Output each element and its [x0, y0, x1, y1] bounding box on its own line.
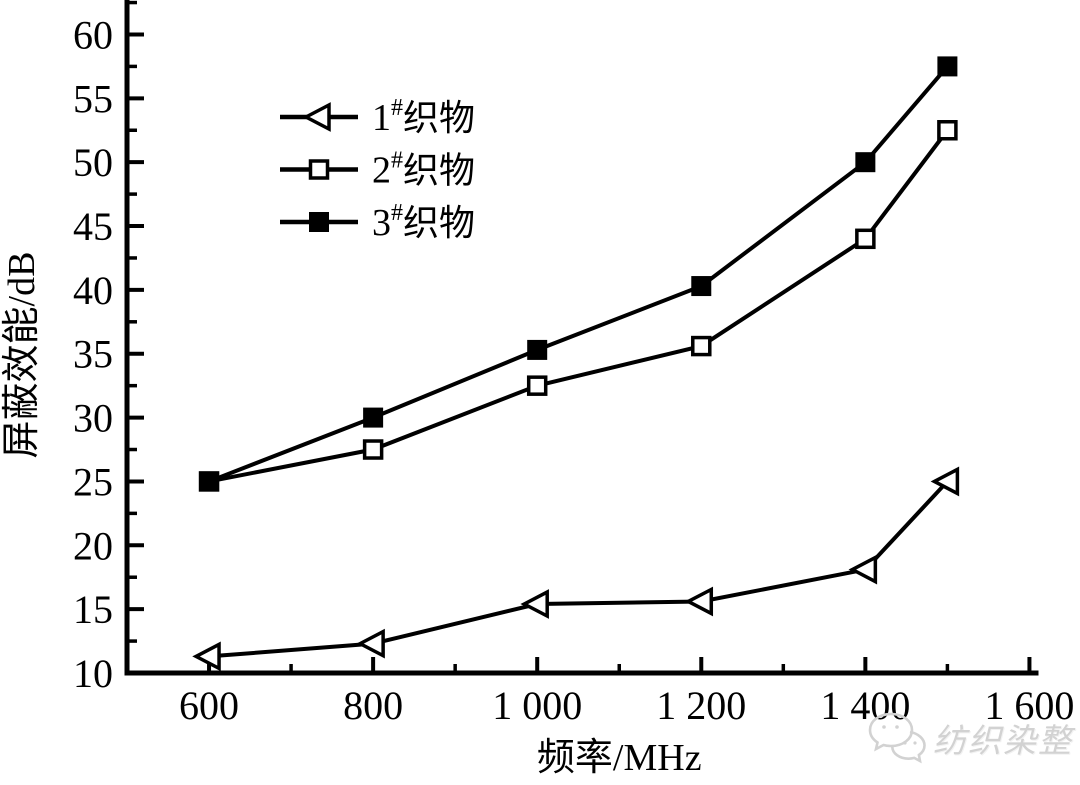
- y-tick-label-60: 60: [73, 12, 113, 57]
- legend-marker-3: [309, 212, 329, 232]
- series-3-point-800: [363, 407, 384, 428]
- legend-label-3: 3#织物: [372, 200, 475, 244]
- axes: [124, 0, 1039, 676]
- series-1-point-1000: [520, 589, 549, 619]
- series-3-point-600: [199, 471, 220, 492]
- y-tick-label-30: 30: [73, 396, 113, 441]
- series-1-point-600: [192, 641, 221, 672]
- series-3-point-1400: [855, 152, 876, 173]
- series-1-point-1200: [684, 586, 714, 617]
- y-tick-label-15: 15: [73, 587, 113, 632]
- y-axis-title: 屏蔽效能/dB: [1, 252, 43, 459]
- series-2-point-800: [362, 439, 384, 460]
- series-3-point-1200: [691, 276, 712, 297]
- series-2-point-1200: [691, 335, 712, 357]
- series-3-line: [208, 65, 949, 484]
- y-tick-label-20: 20: [73, 523, 113, 568]
- y-tick-label-25: 25: [73, 459, 113, 504]
- x-tick-label-600: 600: [179, 683, 239, 728]
- legend-label-1: 1#织物: [372, 95, 475, 139]
- series-2-point-1000: [526, 375, 548, 396]
- x-tick-label-800: 800: [343, 683, 403, 728]
- y-tick-label-50: 50: [73, 140, 113, 185]
- x-tick-label-1600: 1 600: [984, 683, 1074, 728]
- series-2-point-1400: [855, 228, 876, 250]
- series-3-point-1000: [527, 339, 548, 360]
- series-3-point-1500: [937, 56, 958, 77]
- x-axis-title: 频率/MHz: [537, 737, 702, 779]
- x-tick-label-1000: 1 000: [492, 683, 582, 728]
- series-1-point-800: [356, 628, 385, 659]
- y-tick-label-40: 40: [73, 268, 113, 313]
- series-2-point-1500: [937, 120, 958, 141]
- y-tick-label-45: 45: [73, 204, 113, 249]
- y-tick-label-55: 55: [73, 76, 113, 121]
- x-tick-label-1200: 1 200: [656, 683, 746, 728]
- series-1-point-1500: [930, 466, 960, 497]
- legend-marker-1: [302, 102, 331, 132]
- y-tick-label-35: 35: [73, 332, 113, 377]
- series-1-line: [208, 480, 949, 659]
- legend-label-2: 2#织物: [372, 148, 475, 192]
- legend-marker-2: [308, 159, 330, 180]
- series-1-point-1400: [848, 554, 878, 585]
- series-2-line: [208, 129, 949, 484]
- y-tick-label-10: 10: [73, 651, 113, 696]
- x-tick-label-1400: 1 400: [820, 683, 910, 728]
